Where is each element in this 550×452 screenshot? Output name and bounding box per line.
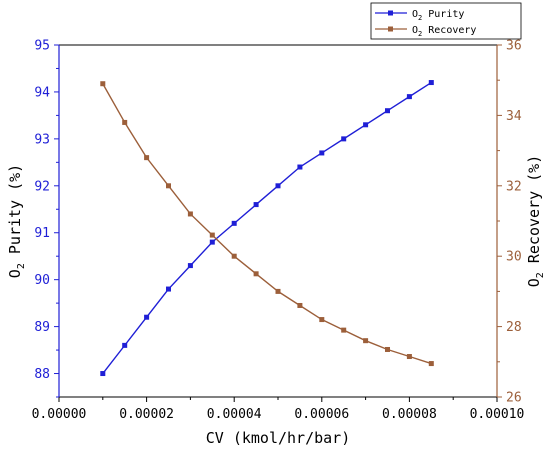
data-point-recovery — [363, 338, 369, 344]
x-tick-label: 0.00006 — [294, 407, 349, 422]
data-point-purity — [363, 122, 369, 128]
data-point-purity — [385, 108, 390, 114]
x-tick-label: 0.00002 — [119, 407, 174, 422]
series-layer — [100, 80, 434, 377]
series-line-recovery — [102, 83, 432, 365]
data-point-purity — [231, 220, 237, 226]
data-point-recovery — [209, 232, 215, 238]
left-y-axis-title: O2 Purity (%) — [6, 164, 27, 278]
legend-entry-recovery: O2 Recovery — [375, 25, 476, 38]
data-point-purity — [166, 286, 171, 292]
x-tick-label: 0.00010 — [470, 407, 525, 422]
legend-label-purity: O2 Purity — [412, 9, 464, 22]
data-point-recovery — [144, 155, 150, 161]
right-y-tick-label: 30 — [506, 250, 522, 265]
data-point-recovery — [428, 361, 434, 367]
data-point-recovery — [122, 119, 128, 125]
data-point-purity — [428, 80, 434, 86]
legend-label-recovery: O2 Recovery — [412, 25, 476, 38]
data-point-purity — [406, 94, 412, 100]
right-y-tick-label: 28 — [506, 320, 522, 335]
data-point-purity — [341, 136, 347, 142]
data-point-purity — [144, 314, 150, 320]
legend-marker-recovery — [388, 26, 393, 32]
right-y-axis: 26 28 30 32 34 36 — [496, 39, 522, 406]
right-y-axis-title: O2 Recovery (%) — [525, 155, 546, 287]
x-tick-label: 0.00000 — [32, 407, 87, 422]
x-tick-label: 0.00004 — [207, 407, 262, 422]
x-axis-title: CV (kmol/hr/bar) — [206, 429, 351, 447]
left-y-tick-label: 93 — [34, 132, 50, 147]
left-y-tick-label: 95 — [34, 39, 50, 54]
data-point-recovery — [231, 253, 237, 259]
legend-marker-purity — [388, 10, 393, 16]
data-point-purity — [253, 202, 259, 208]
data-point-recovery — [385, 346, 390, 352]
data-point-purity — [319, 150, 325, 156]
left-y-tick-label: 88 — [34, 367, 50, 382]
right-y-tick-label: 36 — [506, 39, 522, 54]
left-y-tick-label: 89 — [34, 320, 50, 335]
x-tick-label: 0.00008 — [382, 407, 437, 422]
right-y-tick-label: 32 — [506, 179, 522, 194]
data-point-recovery — [166, 183, 171, 189]
data-point-recovery — [297, 302, 303, 308]
data-point-recovery — [341, 327, 347, 333]
left-y-tick-label: 91 — [34, 226, 50, 241]
data-point-purity — [275, 183, 281, 189]
data-point-purity — [297, 164, 303, 170]
data-point-recovery — [187, 211, 193, 217]
x-axis: 0.00000 0.00002 0.00004 0.00006 0.00008 0.000… — [32, 397, 525, 422]
data-point-purity — [100, 371, 106, 377]
series-line-purity — [102, 81, 432, 374]
data-point-recovery — [406, 354, 412, 360]
data-point-recovery — [275, 288, 281, 294]
legend-entry-purity: O2 Purity — [375, 9, 464, 22]
data-point-recovery — [100, 81, 106, 87]
data-point-purity — [187, 263, 193, 269]
legend-box — [370, 2, 522, 40]
right-y-tick-label: 26 — [506, 391, 522, 406]
left-y-axis: 88 89 90 91 92 93 94 95 — [34, 39, 60, 398]
data-point-recovery — [253, 271, 259, 277]
left-y-tick-label: 90 — [34, 273, 50, 288]
left-y-tick-label: 92 — [34, 179, 50, 194]
data-point-purity — [209, 239, 215, 245]
data-point-purity — [122, 342, 128, 348]
right-y-tick-label: 34 — [506, 109, 522, 124]
left-y-tick-label: 94 — [34, 85, 50, 100]
legend: O2 Purity O2 Recovery — [370, 2, 522, 40]
data-point-recovery — [319, 317, 325, 323]
